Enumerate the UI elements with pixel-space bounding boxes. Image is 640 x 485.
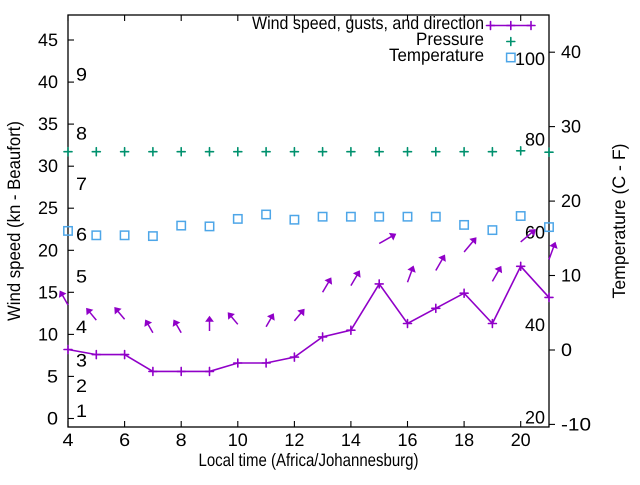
svg-text:9: 9: [76, 65, 87, 85]
svg-text:Local time (Africa/Johannesbur: Local time (Africa/Johannesburg): [199, 450, 419, 470]
svg-text:4: 4: [76, 317, 87, 337]
svg-text:100: 100: [515, 49, 545, 69]
svg-text:10: 10: [38, 324, 58, 344]
svg-text:-10: -10: [561, 414, 591, 434]
svg-text:40: 40: [38, 72, 58, 92]
svg-text:30: 30: [38, 156, 58, 176]
svg-text:15: 15: [38, 282, 58, 302]
svg-text:1: 1: [76, 401, 87, 421]
svg-text:5: 5: [76, 267, 87, 287]
svg-text:8: 8: [76, 124, 87, 144]
svg-text:20: 20: [511, 430, 531, 450]
svg-text:8: 8: [176, 430, 187, 450]
svg-text:18: 18: [454, 430, 474, 450]
svg-text:10: 10: [228, 430, 248, 450]
svg-text:30: 30: [561, 117, 581, 137]
svg-text:12: 12: [284, 430, 304, 450]
svg-text:7: 7: [76, 174, 87, 194]
svg-text:16: 16: [398, 430, 418, 450]
svg-text:20: 20: [525, 408, 545, 428]
svg-text:40: 40: [525, 315, 545, 335]
svg-text:40: 40: [561, 42, 581, 62]
svg-text:14: 14: [341, 430, 361, 450]
svg-text:0: 0: [47, 409, 58, 429]
svg-text:20: 20: [561, 191, 581, 211]
svg-text:Temperature: Temperature: [389, 45, 484, 65]
svg-text:5: 5: [47, 366, 58, 386]
svg-text:45: 45: [38, 30, 58, 50]
svg-text:25: 25: [38, 198, 58, 218]
svg-text:Wind speed (kn - Beaufort): Wind speed (kn - Beaufort): [4, 121, 24, 321]
svg-text:35: 35: [38, 114, 58, 134]
svg-text:20: 20: [38, 240, 58, 260]
svg-text:4: 4: [63, 430, 74, 450]
svg-text:10: 10: [561, 266, 581, 286]
svg-text:3: 3: [76, 351, 87, 371]
svg-text:2: 2: [76, 376, 87, 396]
svg-text:80: 80: [525, 130, 545, 150]
svg-text:6: 6: [76, 225, 87, 245]
svg-text:0: 0: [561, 340, 572, 360]
svg-text:6: 6: [119, 430, 130, 450]
svg-text:Temperature (C - F): Temperature (C - F): [609, 144, 629, 299]
